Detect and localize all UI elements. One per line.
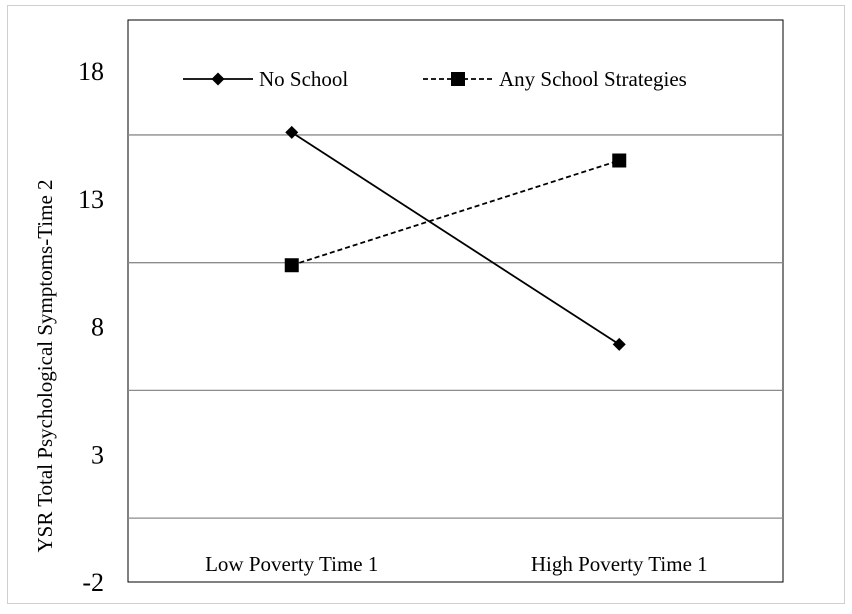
data-point xyxy=(612,153,627,168)
x-category-labels: Low Poverty Time 1 High Poverty Time 1 xyxy=(205,552,708,576)
series-0 xyxy=(285,125,626,351)
y-tick-label: 13 xyxy=(78,185,104,214)
data-point xyxy=(285,125,299,139)
outer-frame xyxy=(7,5,845,604)
series-1 xyxy=(284,153,627,273)
x-category-label: High Poverty Time 1 xyxy=(531,552,708,576)
y-tick-label: 18 xyxy=(78,57,104,86)
y-tick-label: 3 xyxy=(91,440,104,469)
legend: No School Any School Strategies xyxy=(183,67,687,91)
legend-entry: No School xyxy=(183,67,348,91)
grid-layer xyxy=(127,19,784,583)
series-line xyxy=(291,131,620,346)
legend-entry: Any School Strategies xyxy=(423,67,687,91)
legend-label: No School xyxy=(259,67,348,91)
series-layer xyxy=(284,125,627,351)
y-axis-title: YSR Total Psychological Symptoms-Time 2 xyxy=(33,179,57,552)
y-tick-labels: -2 3 8 13 18 xyxy=(78,57,104,597)
data-point xyxy=(284,258,299,273)
data-point xyxy=(612,337,626,351)
legend-marker xyxy=(451,72,465,86)
series-line xyxy=(291,159,620,267)
legend-label: Any School Strategies xyxy=(499,67,687,91)
x-category-label: Low Poverty Time 1 xyxy=(205,552,378,576)
plot-area-border xyxy=(127,19,784,583)
y-tick-label: 8 xyxy=(91,313,104,342)
legend-marker xyxy=(211,72,225,86)
y-tick-label: -2 xyxy=(82,568,104,597)
